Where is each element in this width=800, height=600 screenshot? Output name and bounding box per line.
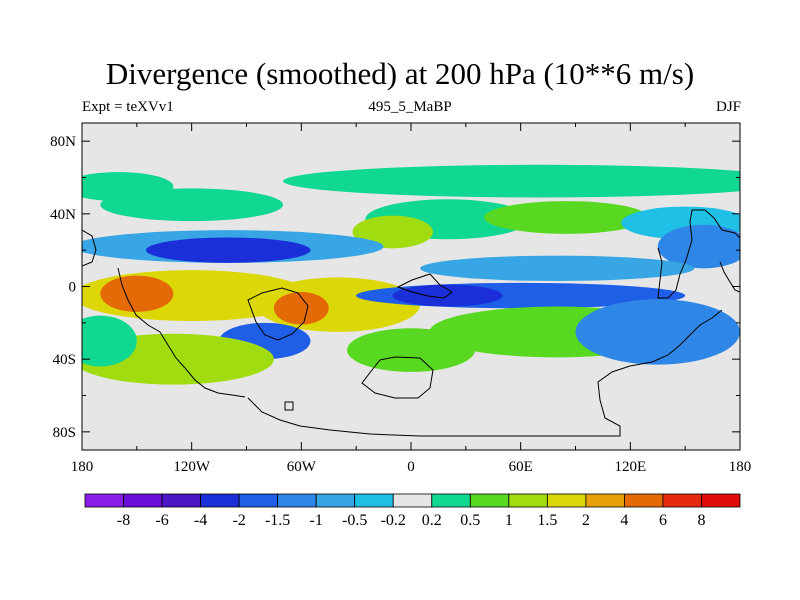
x-tick-label-6: 180 [729,459,752,475]
contour-blob-10 [420,255,695,282]
season-label: DJF [715,99,741,115]
contour-blob-21 [347,328,475,372]
colorbar-swatch-11 [508,493,548,508]
coastline-australia [361,356,434,399]
contour-blob-14 [273,291,329,325]
colorbar-label-1: -6 [155,512,168,529]
contour-field [82,123,740,450]
y-tick-label-3: 40S [53,352,76,368]
contour-blob-4 [352,215,433,249]
colorbar-label-10: 1 [505,512,513,529]
x-tick-label-4: 60E [509,459,533,475]
colorbar-swatch-16 [701,493,741,508]
colorbar-swatch-5 [277,493,317,508]
coastline-antarctica [247,309,723,437]
colorbar-swatch-13 [585,493,625,508]
colorbar-swatch-2 [161,493,201,508]
colorbar-label-12: 2 [582,512,590,529]
y-axis: 80N 40N 0 40S 80S [50,134,740,441]
contour-blob-2 [100,188,284,222]
x-tick-label-0: 180 [71,459,94,475]
colorbar-swatch-12 [546,493,587,508]
x-tick-label-1: 120W [173,459,211,475]
colorbar-swatch-7 [354,493,394,508]
contour-blob-22 [82,315,137,367]
x-tick-label-2: 60W [287,459,317,475]
colorbar-swatch-8 [392,493,433,508]
colorbar-swatch-10 [469,493,510,508]
colorbar-swatch-14 [624,493,664,508]
colorbar-label-3: -2 [232,512,245,529]
colorbar-label-4: -1.5 [265,512,290,529]
colorbar-label-6: -0.5 [342,512,367,529]
y-tick-label-4: 80S [53,425,76,441]
chart-title: Divergence (smoothed) at 200 hPa (10**6 … [105,56,695,91]
coastline-arabia-india [396,273,453,299]
contour-blob-0 [283,164,740,198]
x-tick-label-5: 120E [614,459,646,475]
coastline-pacific-islands [719,261,740,293]
colorbar-swatch-15 [662,493,702,508]
x-axis: 180 120W 60W 0 60E 120E 180 [71,123,752,475]
contour-blob-13 [100,275,174,312]
y-tick-label-0: 80N [50,134,76,150]
island-square [284,401,294,411]
colorbar-label-11: 1.5 [537,512,557,529]
colorbar-swatch-3 [200,493,240,508]
colorbar-swatch-9 [431,493,471,508]
colorbar: -8 -6 -4 -2 -1.5 -1 -0.5 -0.2 0.2 0.5 1 1.5 2 4 6 8 [84,493,741,529]
colorbar-swatch-0 [84,493,124,508]
y-tick-label-1: 40N [50,207,76,223]
colorbar-label-0: -8 [117,512,130,529]
coastline-east-asia [657,209,740,299]
coastline-south-america [117,267,246,398]
colorbar-swatch-4 [238,493,279,508]
coastline-west-edge [82,229,97,267]
contour-blob-9 [657,224,740,269]
contour-blob-5 [484,201,649,234]
colorbar-label-15: 8 [697,512,705,529]
period-label: 495_5_MaBP [368,99,452,115]
colorbar-label-2: -4 [194,512,207,529]
y-tick-label-2: 0 [69,280,77,296]
colorbar-label-14: 6 [659,512,667,529]
colorbar-label-13: 4 [620,512,628,529]
x-tick-label-3: 0 [407,459,415,475]
coastline-africa [247,287,309,341]
colorbar-swatch-1 [123,493,163,508]
contour-blob-18 [575,299,740,365]
experiment-label: Expt = teXVv1 [82,99,174,115]
coastlines [82,209,740,437]
contour-blob-8 [145,237,311,263]
colorbar-label-7: -0.2 [381,512,406,529]
colorbar-label-9: 0.5 [460,512,480,529]
colorbar-label-5: -1 [310,512,323,529]
colorbar-label-8: 0.2 [422,512,442,529]
colorbar-swatch-6 [315,493,356,508]
